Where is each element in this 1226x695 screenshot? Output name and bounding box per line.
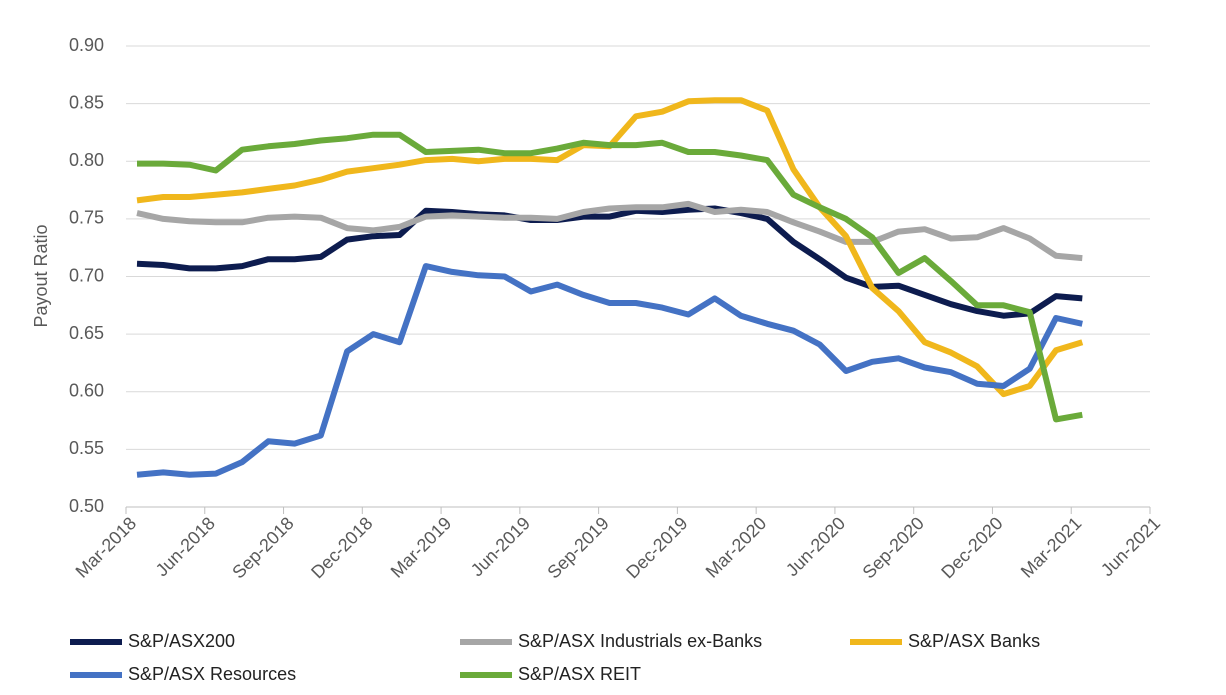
y-tick-label: 0.60 <box>69 381 104 401</box>
y-tick-label: 0.70 <box>69 265 104 285</box>
series-line <box>136 200 1083 262</box>
x-tick-label: Jun-2018 <box>152 513 219 580</box>
legend-label: S&P/ASX Banks <box>908 631 1040 651</box>
y-tick-label: 0.90 <box>69 35 104 55</box>
y-tick-label: 0.85 <box>69 92 104 112</box>
legend-label: S&P/ASX200 <box>128 631 235 651</box>
x-tick-label: Dec-2018 <box>307 513 376 582</box>
y-axis-label: Payout Ratio <box>31 224 51 327</box>
series-line <box>136 263 1083 478</box>
series-line <box>136 205 1083 319</box>
x-tick-label: Mar-2021 <box>1017 513 1086 582</box>
y-tick-label: 0.50 <box>69 496 104 516</box>
legend-label: S&P/ASX Resources <box>128 664 296 684</box>
x-tick-label: Sep-2019 <box>543 513 612 582</box>
x-tick-label: Jun-2019 <box>467 513 534 580</box>
x-tick-label: Sep-2020 <box>859 513 928 582</box>
x-tick-label: Dec-2019 <box>622 513 691 582</box>
legend-label: S&P/ASX REIT <box>518 664 641 684</box>
x-tick-label: Mar-2019 <box>387 513 456 582</box>
y-tick-label: 0.80 <box>69 150 104 170</box>
legend: S&P/ASX200 S&P/ASX Industrials ex-Banks S&… <box>70 631 1040 684</box>
series-line <box>137 131 1083 423</box>
x-tick-label: Mar-2018 <box>72 513 141 582</box>
x-tick-label: Jun-2021 <box>1097 513 1164 580</box>
y-tick-label: 0.65 <box>69 323 104 343</box>
x-tick-label: Dec-2020 <box>937 513 1006 582</box>
x-tick-label: Sep-2018 <box>228 513 297 582</box>
x-tick-label: Mar-2020 <box>702 513 771 582</box>
x-tick-label: Jun-2020 <box>782 513 849 580</box>
legend-label: S&P/ASX Industrials ex-Banks <box>518 631 762 651</box>
y-tick-label: 0.55 <box>69 438 104 458</box>
y-tick-label: 0.75 <box>69 208 104 228</box>
